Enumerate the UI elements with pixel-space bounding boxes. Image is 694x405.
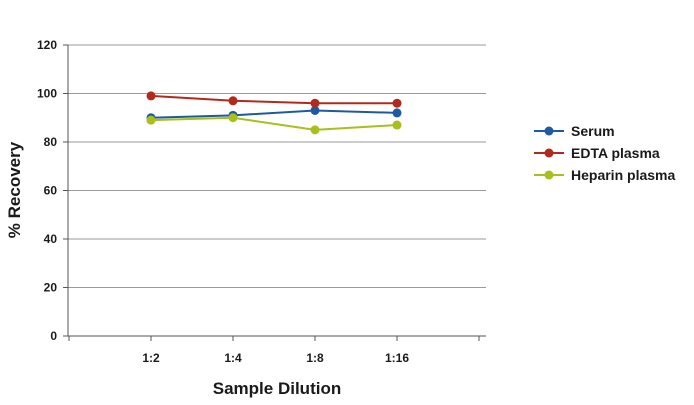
y-tick-label: 60 [44,184,58,198]
data-point [310,105,320,115]
y-tick-labels: 0 20 40 60 80 100 120 [37,38,57,343]
x-tick-label: 1:4 [224,351,242,365]
y-tick-label: 120 [37,38,57,52]
x-tick-label: 1:8 [306,351,324,365]
data-point [392,108,402,118]
data-point [146,91,156,101]
legend-label: EDTA plasma [571,145,660,161]
y-tick-label: 20 [44,281,58,295]
data-point [392,120,402,130]
series-line [150,109,398,119]
data-point [228,96,238,106]
data-point [392,98,402,108]
data-point [146,115,156,125]
data-point [310,125,320,135]
x-tick-labels: 1:2 1:4 1:8 1:16 [142,351,409,365]
grid-lines [68,44,486,288]
series-line [150,94,397,105]
legend: Serum EDTA plasma Heparin plasma [534,123,675,183]
series-group [146,91,402,135]
y-tick-label: 40 [44,232,58,246]
x-tick-label: 1:16 [385,351,409,365]
legend-swatch-marker [544,126,554,136]
legend-item: EDTA plasma [534,145,660,161]
x-tick-label: 1:2 [142,351,160,365]
x-axis-title: Sample Dilution [213,379,341,398]
axes [63,44,486,341]
y-tick-label: 80 [44,135,58,149]
legend-label: Serum [571,123,615,139]
y-tick-label: 100 [37,87,57,101]
legend-swatch-marker [544,170,554,180]
data-point [228,113,238,123]
legend-swatch-marker [544,148,554,158]
y-tick-label: 0 [50,329,57,343]
series-line [150,116,398,131]
data-point [310,98,320,108]
series-edta-plasma [146,91,402,108]
legend-item: Serum [534,123,615,139]
series-heparin-plasma [146,113,402,135]
y-axis-title: % Recovery [5,141,24,238]
legend-item: Heparin plasma [534,167,675,183]
legend-label: Heparin plasma [571,167,675,183]
